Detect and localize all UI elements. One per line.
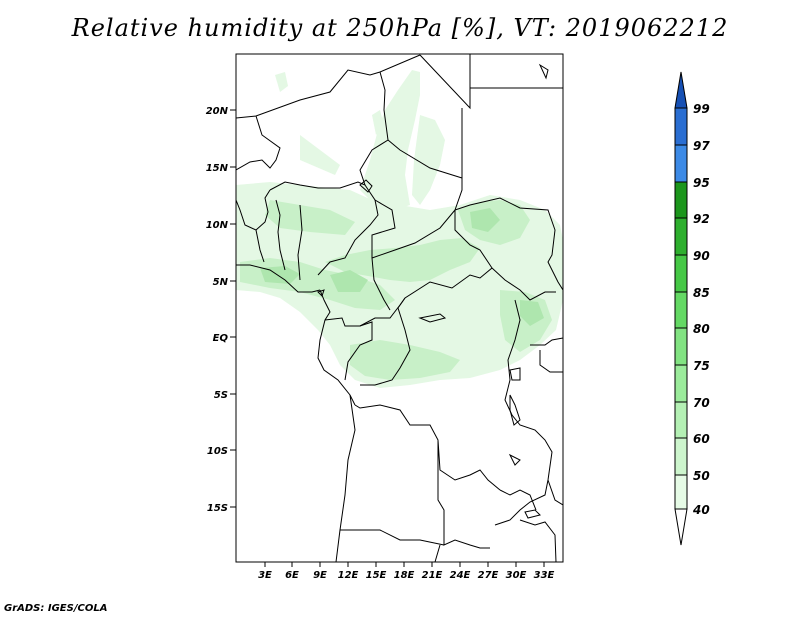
colorbar-label-70: 70	[693, 396, 710, 410]
humidity-area-core-central	[325, 238, 480, 282]
colorbar-label-40: 40	[692, 503, 710, 517]
colorbar-label-80: 80	[693, 322, 710, 336]
colorbar-label-85: 85	[693, 286, 710, 300]
colorbar-label-50: 50	[693, 469, 710, 483]
humidity-area-dark-3	[470, 208, 500, 232]
lon-label-3e: 3E	[258, 570, 272, 581]
lat-label-10n: 10N	[206, 220, 229, 231]
colorbar-bin-95-97	[674, 144, 688, 183]
lon-label-9e: 9E	[313, 570, 327, 581]
colorbar-bin-85-90	[674, 254, 688, 293]
colorbar-bin-97-99	[674, 107, 688, 146]
colorbar-bin-40-50	[674, 474, 688, 510]
colorbar-bin-50-60	[674, 437, 688, 476]
colorbar-bin-92-95	[674, 181, 688, 219]
lat-label-10s: 10S	[207, 446, 228, 457]
map-frame	[235, 53, 564, 563]
colorbar-label-92: 92	[693, 212, 710, 226]
colorbar-bin-70-75	[674, 364, 688, 403]
colorbar-top-arrow	[674, 71, 688, 109]
humidity-area-patch-1	[275, 72, 288, 92]
lon-label-6e: 6E	[285, 570, 299, 581]
humidity-area-patch-2	[372, 110, 384, 135]
colorbar-label-99: 99	[693, 102, 710, 116]
lat-label-15n: 15N	[206, 163, 229, 174]
colorbar-bin-60-70	[674, 401, 688, 439]
grads-credit: GrADS: IGES/COLA	[4, 603, 108, 614]
latitude-axis: 20N 15N 10N 5N EQ 5S 10S 15S	[206, 106, 236, 514]
lat-label-5n: 5N	[213, 277, 229, 288]
map-title: Relative humidity at 250hPa [%], VT: 201…	[71, 14, 729, 42]
humidity-area-core-north	[265, 200, 355, 235]
colorbar	[674, 71, 688, 546]
humidity-area-dark-2	[330, 270, 368, 292]
lat-label-15s: 15S	[207, 503, 228, 514]
lon-label-18e: 18E	[394, 570, 415, 581]
lon-label-21e: 21E	[422, 570, 443, 581]
humidity-area-north-plume	[360, 70, 420, 210]
longitude-axis: 3E 6E 9E 12E 15E 18E 21E 24E 27E 30E 33E	[258, 562, 555, 581]
lon-label-27e: 27E	[478, 570, 499, 581]
humidity-area-dark-4	[520, 300, 544, 326]
lat-label-20n: 20N	[206, 106, 229, 117]
humidity-area-patch-3	[300, 135, 340, 175]
lon-label-30e: 30E	[506, 570, 527, 581]
country-borders	[236, 54, 563, 562]
humidity-shading	[236, 70, 563, 388]
lon-label-24e: 24E	[450, 570, 471, 581]
lon-label-12e: 12E	[338, 570, 359, 581]
colorbar-label-75: 75	[693, 359, 710, 373]
colorbar-bin-90-92	[674, 217, 688, 256]
lon-label-33e: 33E	[534, 570, 555, 581]
colorbar-label-95: 95	[693, 176, 710, 190]
colorbar-label-97: 97	[693, 139, 710, 153]
colorbar-label-60: 60	[693, 432, 710, 446]
colorbar-bin-80-85	[674, 291, 688, 329]
colorbar-labels: 99 97 95 92 90 85 80 75 70 60 50 40	[692, 102, 710, 517]
lon-label-15e: 15E	[366, 570, 387, 581]
colorbar-bin-75-80	[674, 327, 688, 366]
colorbar-bottom-arrow	[674, 508, 688, 546]
humidity-area-north-streak	[412, 115, 445, 205]
lakes	[317, 63, 549, 519]
lat-label-eq: EQ	[213, 333, 229, 344]
lat-label-5s: 5S	[214, 390, 228, 401]
colorbar-label-90: 90	[693, 249, 710, 263]
